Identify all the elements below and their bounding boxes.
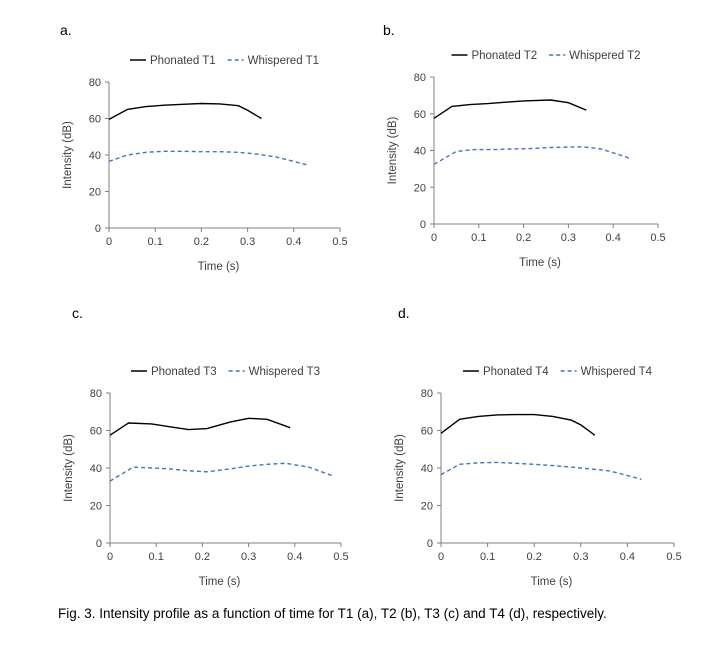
y-tick-label: 20 [421,501,433,513]
phonated-series-line [433,99,587,119]
x-tick-label: 0.4 [620,551,635,563]
y-tick-label: 40 [414,146,426,158]
x-axis-title: Time (s) [519,257,561,269]
chart-panel-1: 0 20 40 60 80 0 0.1 0.2 0.3 0.4 0.5 Time (s) Intensi… [62,55,348,273]
figure-caption: Fig. 3. Intensity profile as a function … [58,606,607,621]
whispered-series-line [433,146,632,165]
y-tick-label: 0 [95,223,101,235]
chart-panel-3: 0 20 40 60 80 0 0.1 0.2 0.3 0.4 0.5 Time (s) Intensi… [63,366,349,588]
x-tick-label: 0.2 [516,232,531,244]
phonated-series-line [109,417,291,436]
y-tick-label: 40 [90,463,102,475]
x-tick-label: 0 [107,551,113,563]
x-tick-label: 0.2 [195,551,210,563]
x-tick-label: 0.1 [480,551,495,563]
figure-charts: 0 20 40 60 80 0 0.1 0.2 0.3 0.4 0.5 Time (s) Intensi… [62,50,682,588]
y-axis-title: Intensity (dB) [387,116,399,184]
x-tick-label: 0.4 [286,236,301,248]
y-tick-label: 80 [414,72,426,84]
x-tick-label: 0.2 [194,236,209,248]
y-tick-label: 20 [414,182,426,194]
x-tick-label: 0.1 [149,551,164,563]
x-tick-label: 0.4 [606,232,621,244]
x-axis-title: Time (s) [198,261,240,273]
panel-label-b: b. [383,22,395,38]
chart-panel-4: 0 20 40 60 80 0 0.1 0.2 0.3 0.4 0.5 Time (s) Intensi… [394,366,682,588]
y-axis-title: Intensity (dB) [394,434,406,502]
y-tick-label: 20 [90,501,102,513]
y-tick-label: 0 [420,219,426,231]
y-tick-label: 80 [90,388,102,400]
legend-label: Phonated T4 [483,366,549,378]
x-tick-label: 0 [431,232,437,244]
x-tick-label: 0.1 [471,232,486,244]
legend-label: Whispered T4 [581,366,653,378]
chart-legend: Phonated T4 Whispered T4 [462,366,653,378]
panel-label-c: c. [72,305,83,321]
x-tick-label: 0.5 [650,232,665,244]
y-tick-label: 40 [421,463,433,475]
x-tick-label: 0.5 [333,551,348,563]
y-tick-label: 20 [89,187,101,199]
legend-label: Phonated T2 [471,50,537,62]
y-tick-label: 40 [89,150,101,162]
x-tick-label: 0.3 [241,551,256,563]
phonated-series-line [440,413,596,436]
chart-legend: Phonated T3 Whispered T3 [130,366,320,378]
chart-legend: Phonated T1 Whispered T1 [129,55,319,67]
x-tick-label: 0.3 [240,236,255,248]
y-tick-label: 0 [427,538,433,550]
x-axis-title: Time (s) [199,576,241,588]
legend-label: Whispered T3 [249,366,320,378]
x-tick-label: 0.4 [287,551,302,563]
x-tick-label: 0.5 [332,236,347,248]
y-axis-title: Intensity (dB) [63,434,75,502]
legend-label: Whispered T1 [248,55,319,67]
y-tick-label: 60 [414,109,426,121]
legend-label: Phonated T1 [150,55,216,67]
panel-label-a: a. [60,22,72,38]
x-tick-label: 0.3 [573,551,588,563]
x-tick-label: 0 [438,551,444,563]
panel-label-d: d. [398,305,410,321]
y-tick-label: 80 [89,77,101,89]
x-tick-label: 0.1 [148,236,163,248]
x-axis-title: Time (s) [531,576,573,588]
whispered-series-line [109,462,333,482]
whispered-series-line [108,150,308,166]
whispered-series-line [440,461,642,480]
y-tick-label: 0 [96,538,102,550]
y-tick-label: 80 [421,388,433,400]
x-tick-label: 0 [106,236,112,248]
legend-label: Whispered T2 [569,50,640,62]
x-tick-label: 0.2 [527,551,542,563]
chart-legend: Phonated T2 Whispered T2 [451,50,641,62]
y-tick-label: 60 [90,426,102,438]
x-tick-label: 0.5 [666,551,681,563]
legend-label: Phonated T3 [151,366,217,378]
x-tick-label: 0.3 [561,232,576,244]
phonated-series-line [108,102,262,121]
y-axis-title: Intensity (dB) [62,121,74,189]
y-tick-label: 60 [89,114,101,126]
chart-panel-2: 0 20 40 60 80 0 0.1 0.2 0.3 0.4 0.5 Time (s) Intensi… [387,50,666,269]
y-tick-label: 60 [421,426,433,438]
